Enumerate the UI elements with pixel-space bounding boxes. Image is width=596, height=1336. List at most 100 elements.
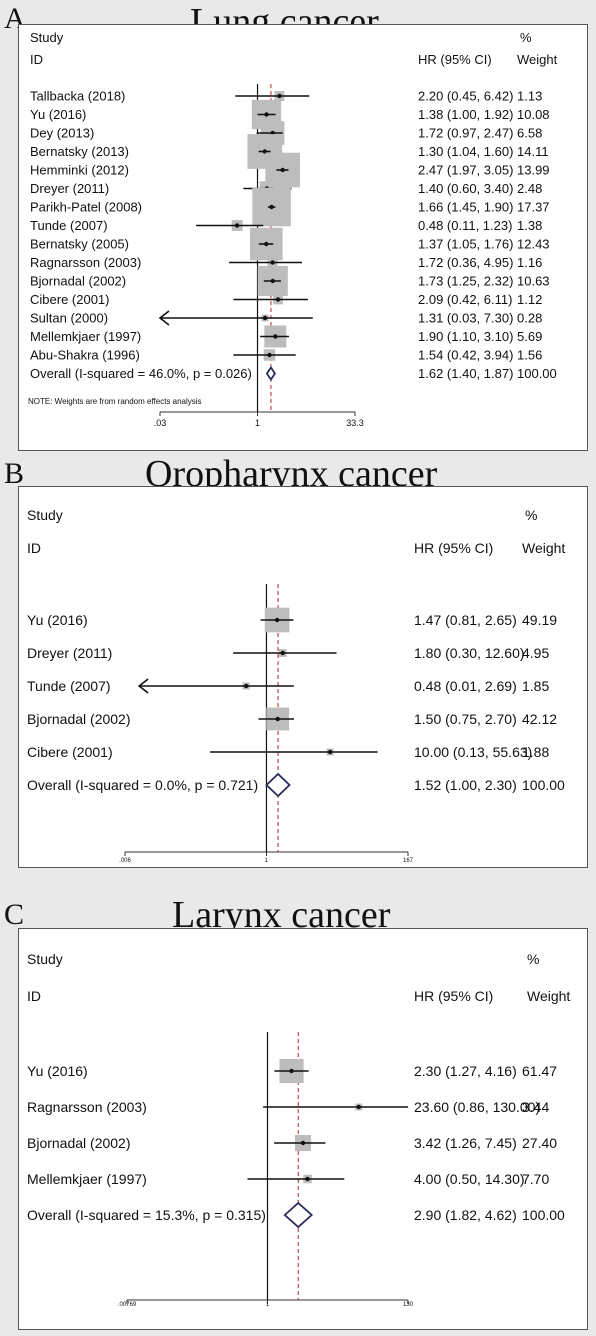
study-weight: 6.58: [517, 126, 542, 141]
header-percent: %: [520, 30, 532, 45]
study-label: Abu-Shakra (1996): [30, 348, 140, 363]
study-hr-ci: 2.47 (1.97, 3.05): [418, 163, 513, 178]
study-hr-ci: 1.73 (1.25, 2.32): [418, 274, 513, 289]
point-estimate: [300, 1140, 306, 1146]
overall-diamond: [283, 1201, 314, 1229]
study-hr-ci: 1.31 (0.03, 7.30): [418, 311, 513, 326]
study-hr-ci: 23.60 (0.86, 130.00): [414, 1099, 540, 1115]
study-weight: 7.70: [522, 1171, 549, 1187]
header-study: Study: [27, 507, 63, 523]
header-id: ID: [30, 52, 43, 67]
header-hr: HR (95% CI): [418, 52, 492, 67]
study-label: Tunde (2007): [30, 218, 108, 233]
point-estimate: [305, 1176, 310, 1182]
study-weight: 27.40: [522, 1135, 557, 1151]
header-study: Study: [30, 30, 64, 45]
x-tick-label: 167: [403, 858, 414, 864]
study-weight: 1.85: [522, 678, 549, 694]
header-hr: HR (95% CI): [414, 988, 493, 1004]
header-percent: %: [527, 951, 539, 967]
study-hr-ci: 2.20 (0.45, 6.42): [418, 89, 513, 104]
study-label: Cibere (2001): [27, 744, 113, 760]
header-id: ID: [27, 540, 41, 556]
header-weight: Weight: [517, 52, 558, 67]
study-hr-ci: 2.09 (0.42, 6.11): [418, 292, 512, 307]
study-hr-ci: 1.38 (1.00, 1.92): [418, 107, 513, 122]
overall-label: Overall (I-squared = 46.0%, p = 0.026): [30, 366, 252, 381]
study-weight: 1.38: [517, 218, 542, 233]
x-tick-label: .006: [119, 858, 131, 864]
study-weight: 4.95: [522, 645, 549, 661]
study-weight: 1.88: [522, 744, 549, 760]
study-label: Mellemkjaer (1997): [27, 1171, 147, 1187]
point-estimate: [356, 1104, 361, 1110]
point-estimate: [234, 223, 240, 228]
study-label: Dreyer (2011): [30, 181, 109, 196]
header-weight: Weight: [522, 540, 565, 556]
point-estimate: [264, 241, 269, 247]
overall-diamond: [265, 772, 291, 798]
point-estimate: [270, 130, 275, 136]
plot-area: [18, 24, 588, 451]
ci-arrow-left: [158, 310, 170, 326]
header-id: ID: [27, 988, 41, 1004]
study-hr-ci: 1.50 (0.75, 2.70): [414, 711, 517, 727]
study-label: Ragnarsson (2003): [27, 1099, 147, 1115]
study-weight: 3.44: [522, 1099, 549, 1115]
study-label: Tunde (2007): [27, 678, 111, 694]
study-label: Yu (2016): [27, 612, 88, 628]
study-hr-ci: 1.80 (0.30, 12.60): [414, 645, 525, 661]
study-hr-ci: 2.30 (1.27, 4.16): [414, 1063, 517, 1079]
panel-letter: C: [4, 898, 25, 931]
overall-hr-ci: 1.52 (1.00, 2.30): [414, 777, 517, 793]
overall-weight: 100.00: [522, 777, 565, 793]
ci-arrow-left: [137, 678, 149, 694]
study-hr-ci: 1.72 (0.36, 4.95): [418, 255, 513, 270]
point-estimate: [269, 204, 274, 210]
x-tick-label: 130: [403, 1302, 414, 1308]
study-hr-ci: 1.47 (0.81, 2.65): [414, 612, 517, 628]
study-label: Yu (2016): [27, 1063, 88, 1079]
overall-hr-ci: 1.62 (1.40, 1.87): [418, 366, 513, 381]
x-tick-label: .03: [154, 418, 167, 428]
study-hr-ci: 0.48 (0.01, 2.69): [414, 678, 517, 694]
header-percent: %: [525, 507, 537, 523]
study-label: Yu (2016): [30, 107, 86, 122]
point-estimate: [275, 297, 281, 302]
study-weight: 14.11: [517, 144, 549, 159]
point-estimate: [243, 683, 249, 689]
point-estimate: [277, 93, 282, 99]
study-weight: 49.19: [522, 612, 557, 628]
study-label: Bernatsky (2013): [30, 144, 129, 159]
study-hr-ci: 1.30 (1.04, 1.60): [418, 144, 513, 159]
point-estimate: [280, 167, 285, 173]
point-estimate: [289, 1068, 294, 1074]
study-weight: 1.16: [517, 255, 542, 270]
study-weight: 1.12: [517, 292, 542, 307]
overall-label: Overall (I-squared = 0.0%, p = 0.721): [27, 777, 258, 793]
x-tick-label: .00769: [118, 1302, 137, 1308]
study-weight: 10.63: [517, 274, 550, 289]
study-hr-ci: 4.00 (0.50, 14.30): [414, 1171, 525, 1187]
study-weight: 1.13: [517, 89, 542, 104]
panel-letter: B: [4, 457, 25, 490]
point-estimate: [262, 149, 268, 154]
study-label: Bjornadal (2002): [27, 711, 131, 727]
footnote: NOTE: Weights are from random effects an…: [28, 397, 202, 406]
study-label: Bernatsky (2005): [30, 237, 129, 252]
study-weight: 2.48: [517, 181, 542, 196]
header-weight: Weight: [527, 988, 570, 1004]
study-weight: 17.37: [517, 200, 550, 215]
overall-weight: 100.00: [522, 1207, 565, 1223]
point-estimate: [274, 617, 280, 623]
study-weight: 0.28: [517, 311, 542, 326]
study-weight: 5.69: [517, 329, 542, 344]
study-label: Tallbacka (2018): [30, 89, 125, 104]
point-estimate: [267, 352, 272, 358]
study-hr-ci: 3.42 (1.26, 7.45): [414, 1135, 517, 1151]
study-hr-ci: 0.48 (0.11, 1.23): [418, 218, 512, 233]
x-tick-label: 33.3: [346, 418, 364, 428]
point-estimate: [280, 650, 285, 656]
